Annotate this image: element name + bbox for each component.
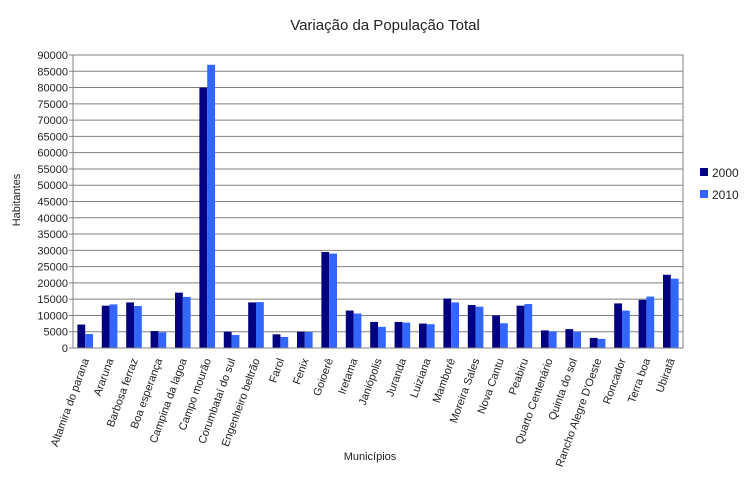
x-tick-label: Araruna [92, 356, 117, 398]
bar-2000 [540, 330, 549, 348]
y-axis-label: Habitantes [11, 173, 23, 226]
bar-2000 [589, 337, 598, 348]
bar-2000 [126, 302, 134, 348]
x-tick-label: Iretama [336, 356, 360, 396]
bar-2000 [614, 303, 622, 348]
legend: 2000 2010 [700, 166, 739, 202]
bar-2010 [573, 331, 582, 348]
x-tick-label: Roncador [601, 357, 629, 406]
y-tick-label: 25000 [37, 262, 68, 274]
bar-2000 [370, 321, 378, 348]
gridlines [73, 70, 683, 333]
chart-title: Variação da População Total [290, 17, 480, 34]
y-tick-label: 80000 [37, 83, 68, 95]
bar-2010 [646, 296, 655, 348]
y-tick-label: 60000 [37, 148, 68, 160]
bar-2000 [638, 299, 647, 348]
bar-2010 [475, 306, 484, 348]
bar-2010 [256, 302, 264, 348]
bar-2010 [109, 304, 118, 348]
bar-2000 [248, 302, 256, 348]
x-tick-label: Fenix [291, 356, 312, 386]
legend-label-2000: 2000 [712, 166, 739, 180]
x-tick-label: Farol [267, 357, 287, 385]
bar-2000 [174, 292, 183, 348]
bar-2000 [467, 305, 476, 348]
y-tick-label: 55000 [37, 164, 68, 176]
y-axis-ticks: 0 5000 10000 15000 20000 25000 30000 35000 40000… [37, 50, 73, 355]
bar-2000 [565, 329, 574, 348]
y-tick-label: 45000 [37, 197, 68, 209]
bar-2010 [304, 332, 313, 348]
bar-2000 [321, 251, 330, 348]
y-tick-label: 70000 [37, 115, 68, 127]
y-tick-label: 65000 [37, 131, 68, 143]
bar-2000 [272, 334, 281, 348]
x-tick-label: Altamira do parana [49, 356, 92, 448]
bar-2010 [280, 336, 289, 348]
y-tick-label: 10000 [37, 310, 68, 322]
legend-swatch-2000 [700, 168, 708, 176]
bar-2000 [394, 321, 403, 348]
bar-2010 [670, 278, 679, 348]
y-tick-label: 5000 [44, 327, 68, 339]
bar-2010 [402, 322, 411, 348]
bar-2000 [345, 310, 354, 348]
bar-2000 [443, 298, 452, 348]
y-tick-label: 0 [62, 343, 68, 355]
x-tick-label: Mamborê [431, 357, 458, 405]
y-tick-label: 75000 [37, 99, 68, 111]
bar-2000 [662, 274, 671, 348]
x-tick-label: Terra boa [626, 356, 653, 405]
y-tick-label: 15000 [37, 294, 68, 306]
bar-2010 [85, 334, 94, 348]
bar-2010 [426, 324, 435, 348]
y-tick-label: 20000 [37, 278, 68, 290]
bar-2000 [492, 315, 500, 348]
bar-2010 [622, 310, 630, 348]
y-tick-label: 90000 [37, 50, 68, 62]
bar-2000 [77, 324, 86, 348]
bar-2010 [548, 331, 557, 348]
x-axis-label: Municípios [344, 451, 397, 463]
x-tick-label: Goioerê [311, 357, 336, 398]
bar-2010 [231, 334, 240, 348]
bar-2010 [207, 64, 216, 349]
y-tick-label: 40000 [37, 213, 68, 225]
bar-2010 [329, 253, 338, 348]
bar-2000 [199, 87, 208, 349]
bar-2000 [296, 331, 305, 348]
bars [73, 64, 683, 349]
bar-2010 [451, 302, 460, 348]
y-tick-label: 30000 [37, 245, 68, 257]
bar-2000 [101, 305, 110, 348]
bar-2010 [500, 323, 508, 348]
bar-2000 [418, 323, 427, 348]
bar-2010 [158, 332, 167, 348]
y-tick-label: 50000 [37, 180, 68, 192]
x-tick-label: Peabiru [507, 357, 531, 397]
x-tick-label: Luiziana [408, 356, 434, 399]
bar-2010 [524, 304, 533, 348]
y-tick-label: 35000 [37, 229, 68, 241]
bar-2010 [353, 313, 362, 348]
legend-label-2010: 2010 [712, 188, 739, 202]
x-tick-label: Ubiratã [654, 356, 678, 394]
bar-2010 [378, 326, 386, 348]
bar-2000 [223, 331, 232, 348]
legend-swatch-2010 [700, 190, 708, 198]
x-tick-label: Juranda [384, 356, 409, 398]
x-tick-label: Rancho Alegre D'Oeste [554, 357, 604, 469]
bar-2000 [516, 305, 525, 348]
bar-2010 [182, 296, 191, 348]
x-tick-label: Janiópolis [357, 356, 385, 407]
bar-2010 [134, 306, 142, 348]
bar-2000 [150, 331, 159, 348]
y-tick-label: 85000 [37, 66, 68, 78]
bar-2010 [597, 338, 606, 348]
